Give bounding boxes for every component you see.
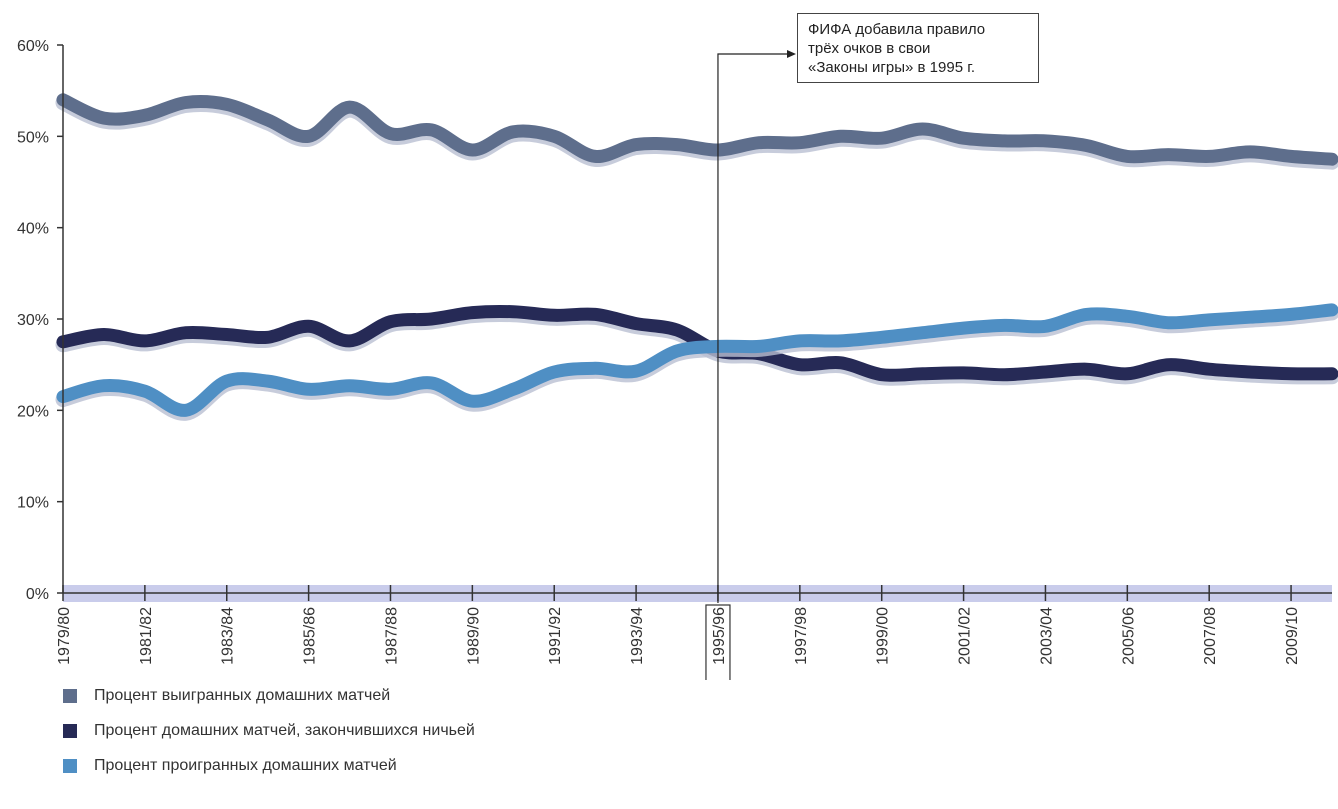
x-tick-label: 2003/04 (1038, 607, 1055, 665)
legend-swatch-wins (63, 688, 77, 703)
series-line-wins (56, 93, 1338, 166)
x-tick-label: 1981/82 (138, 607, 155, 665)
annotation-line: трёх очков в свои (808, 40, 931, 57)
x-tick-label: 1993/94 (629, 607, 646, 665)
annotation-layer (717, 50, 796, 603)
annotation-connector (717, 53, 788, 603)
x-tick-label: 1999/00 (875, 607, 892, 665)
x-tick-label: 1979/80 (56, 607, 73, 665)
series-line-draws (56, 304, 1338, 382)
x-tick-label: 1985/86 (302, 607, 319, 665)
y-tick-label: 30% (17, 312, 49, 329)
legend-item-draws: Процент домашних матчей, закончившихся н… (63, 713, 475, 748)
annotation-box: ФИФА добавила правило трёх очков в свои … (797, 13, 1039, 83)
highlighted-tick-box (705, 604, 731, 680)
legend-swatch-draws (63, 723, 77, 738)
y-tick-label: 50% (17, 129, 49, 146)
y-tick-label: 10% (17, 495, 49, 512)
legend-item-wins: Процент выигранных домашних матчей (63, 678, 475, 713)
legend-label-losses: Процент проигранных домашних матчей (94, 756, 397, 774)
line-chart: 0% 10% 20% 30% 40% 50% 60% 1979/80 1981/82 1983/8… (17, 38, 1338, 680)
series-line-losses (56, 303, 1338, 417)
y-tick-label: 60% (17, 38, 49, 55)
x-tick-label: 2009/10 (1284, 607, 1301, 665)
x-tick-label: 2007/08 (1202, 607, 1219, 665)
legend-label-draws: Процент домашних матчей, закончившихся н… (94, 721, 475, 739)
annotation-line: «Законы игры» в 1995 г. (808, 59, 976, 76)
y-tick-label: 40% (17, 221, 49, 238)
y-tick-label: 20% (17, 403, 49, 420)
x-tick-label: 1991/92 (547, 607, 564, 665)
legend-swatch-losses (63, 758, 77, 773)
legend-item-losses: Процент проигранных домашних матчей (63, 748, 475, 783)
series-line-shadow-losses (55, 305, 1338, 421)
legend-label-wins: Процент выигранных домашних матчей (94, 686, 391, 704)
annotation-arrowhead (787, 50, 796, 58)
x-tick-label: 2005/06 (1120, 607, 1137, 665)
x-tick-label: 1989/90 (465, 607, 482, 665)
x-tick-label: 2001/02 (957, 607, 974, 665)
x-tick-label: 1995/96 (711, 607, 728, 665)
x-tick-label: 1997/98 (793, 607, 810, 665)
axes: 0% 10% 20% 30% 40% 50% 60% 1979/80 1981/82 1983/8… (17, 38, 1332, 680)
y-tick-label: 0% (26, 586, 49, 603)
x-tick-label: 1987/88 (383, 607, 400, 665)
legend: Процент выигранных домашних матчей Проце… (63, 678, 475, 783)
annotation-line: ФИФА добавила правило (808, 21, 986, 38)
x-tick-label: 1983/84 (220, 607, 237, 665)
series-layer (55, 93, 1338, 421)
